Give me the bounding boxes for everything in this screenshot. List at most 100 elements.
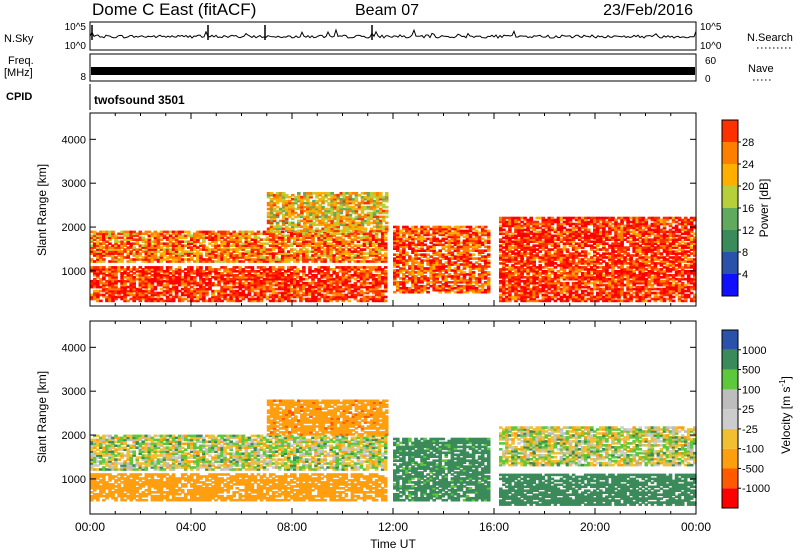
echo-cell bbox=[499, 268, 503, 271]
echo-cell bbox=[417, 232, 421, 235]
echo-cell bbox=[93, 231, 97, 234]
echo-cell bbox=[469, 249, 473, 252]
echo-cell bbox=[281, 231, 285, 234]
echo-cell bbox=[285, 218, 289, 221]
echo-cell bbox=[578, 258, 582, 261]
echo-cell bbox=[336, 202, 340, 205]
echo-cell bbox=[569, 286, 573, 289]
nsearch-tick-top: 10^5 bbox=[700, 22, 722, 33]
echo-cell bbox=[296, 242, 300, 245]
echo-cell bbox=[326, 266, 330, 269]
echo-cell bbox=[276, 222, 280, 225]
echo-cell bbox=[223, 238, 227, 241]
echo-cell bbox=[408, 255, 412, 258]
echo-cell bbox=[378, 290, 382, 293]
echo-cell bbox=[184, 231, 188, 234]
nsky-trace bbox=[90, 25, 696, 40]
nave-tick-bottom: 0 bbox=[705, 74, 711, 85]
echo-cell bbox=[266, 268, 270, 271]
echo-cell bbox=[357, 260, 361, 263]
echo-cell bbox=[357, 244, 361, 247]
echo-cell bbox=[193, 276, 197, 279]
echo-cell bbox=[123, 231, 127, 234]
echo-cell bbox=[384, 296, 388, 299]
echo-cell bbox=[335, 266, 339, 269]
echo-cell bbox=[448, 226, 452, 229]
echo-cell bbox=[426, 246, 430, 249]
echo-cell bbox=[417, 228, 421, 231]
echo-cell bbox=[154, 298, 158, 301]
echo-cell bbox=[235, 270, 239, 273]
echo-cell bbox=[327, 198, 331, 201]
freq-band bbox=[91, 67, 695, 75]
echo-cell bbox=[469, 261, 473, 264]
echo-cell bbox=[306, 226, 310, 229]
beam-label: Beam 07 bbox=[355, 2, 419, 19]
echo-cell bbox=[378, 266, 382, 269]
echo-cell bbox=[408, 228, 412, 231]
echo-cell bbox=[205, 300, 209, 303]
echo-cell bbox=[472, 271, 476, 274]
echo-cell bbox=[314, 242, 318, 245]
echo-cell bbox=[296, 250, 300, 253]
echo-cell bbox=[285, 200, 289, 203]
echo-cell bbox=[284, 252, 288, 255]
echo-cell bbox=[569, 229, 573, 232]
echo-cell bbox=[348, 274, 352, 277]
echo-cell bbox=[163, 235, 167, 238]
echo-cell bbox=[348, 300, 352, 303]
echo-cell bbox=[205, 272, 209, 275]
echo-cell bbox=[305, 240, 309, 243]
echo-cell bbox=[499, 280, 503, 283]
nave-tick-top: 60 bbox=[705, 56, 717, 67]
echo-cell bbox=[566, 248, 570, 251]
echo-cell bbox=[336, 194, 340, 197]
echo-cell bbox=[154, 266, 158, 269]
echo-cell bbox=[548, 292, 552, 295]
echo-cell bbox=[132, 266, 136, 269]
echo-cell bbox=[275, 252, 279, 255]
echo-cell bbox=[163, 300, 167, 303]
echo-cell bbox=[548, 274, 552, 277]
echo-cell bbox=[193, 270, 197, 273]
echo-cell bbox=[314, 268, 318, 271]
echo-cell bbox=[408, 271, 412, 274]
nsearch-label: N.Search bbox=[747, 32, 793, 44]
echo-cell bbox=[578, 294, 582, 297]
echo-cell bbox=[223, 266, 227, 269]
date-label: 23/Feb/2016 bbox=[603, 2, 693, 19]
echo-cell bbox=[235, 274, 239, 277]
echo-cell bbox=[426, 253, 430, 256]
echo-cell bbox=[557, 242, 561, 245]
echo-cell bbox=[223, 274, 227, 277]
echo-cell bbox=[457, 285, 461, 288]
echo-cell bbox=[214, 268, 218, 271]
echo-cell bbox=[132, 246, 136, 249]
echo-cell bbox=[123, 268, 127, 271]
echo-cell bbox=[357, 292, 361, 295]
echo-cell bbox=[123, 238, 127, 241]
echo-cell bbox=[245, 294, 249, 297]
echo-cell bbox=[457, 273, 461, 276]
station-title: Dome C East (fitACF) bbox=[92, 0, 256, 19]
echo-cell bbox=[578, 252, 582, 255]
echo-cell bbox=[396, 281, 400, 284]
echo-cell bbox=[266, 248, 270, 251]
echo-cell bbox=[417, 261, 421, 264]
echo-cell bbox=[326, 296, 330, 299]
echo-cell bbox=[254, 258, 258, 261]
echo-cell bbox=[508, 266, 512, 269]
echo-cell bbox=[499, 217, 503, 220]
echo-cell bbox=[214, 290, 218, 293]
echo-cell bbox=[384, 242, 388, 245]
echo-cell bbox=[438, 240, 442, 243]
echo-cell bbox=[487, 230, 491, 233]
echo-cell bbox=[315, 200, 319, 203]
echo-cell bbox=[566, 282, 570, 285]
echo-cell bbox=[99, 300, 103, 303]
echo-cell bbox=[102, 246, 106, 249]
echo-cell bbox=[538, 227, 542, 230]
echo-cell bbox=[487, 259, 491, 262]
echo-cell bbox=[348, 240, 352, 243]
